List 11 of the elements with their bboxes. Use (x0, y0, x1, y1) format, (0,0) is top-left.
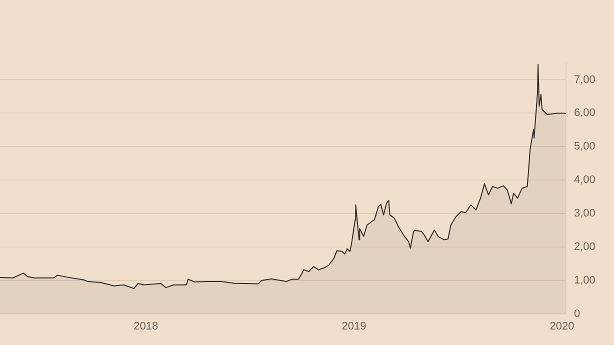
y-tick-label: 1,00 (574, 274, 596, 287)
y-tick-label: 3,00 (574, 208, 596, 220)
y-tick-label: 0 (574, 308, 580, 320)
x-tick-label: 2019 (342, 320, 366, 333)
y-tick-label: 7,00 (574, 74, 596, 86)
y-tick-label: 2,00 (574, 241, 596, 254)
y-tick-label: 6,00 (574, 107, 596, 120)
y-tick-label: 5,00 (574, 140, 596, 153)
y-tick-label: 4,00 (574, 174, 596, 186)
x-tick-label: 2018 (134, 320, 158, 333)
x-tick-label: 2020 (550, 320, 574, 333)
